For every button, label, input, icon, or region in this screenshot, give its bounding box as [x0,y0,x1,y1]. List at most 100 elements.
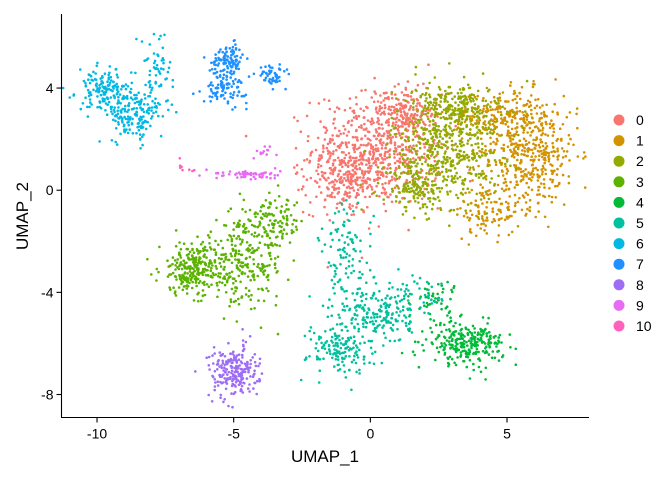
data-point [443,342,446,345]
data-point [473,115,476,119]
data-point [397,145,400,148]
data-point [506,208,510,212]
data-point [103,93,107,96]
data-point [324,330,327,333]
data-point [372,291,376,295]
data-point [499,121,503,125]
data-point [389,108,393,112]
data-point [115,73,119,76]
data-point [153,61,156,65]
data-point [447,357,450,361]
data-point [456,207,459,211]
data-point [390,105,394,108]
data-point [493,200,497,204]
data-point [410,113,413,116]
data-point [333,365,336,368]
data-point [239,242,242,246]
data-point [544,142,548,145]
data-point [207,355,211,359]
data-point [208,261,211,265]
data-point [153,105,157,109]
data-point [354,361,358,365]
data-point [103,72,107,75]
data-point [68,96,71,99]
data-point [119,102,122,105]
data-point [408,313,412,317]
data-point [378,315,382,318]
data-point [377,122,381,126]
data-point [462,150,466,154]
data-point [343,108,347,112]
data-point [567,142,570,145]
data-point [321,150,325,153]
data-point [422,122,426,126]
data-point [345,325,348,329]
data-point [138,117,141,121]
data-point [372,151,375,154]
data-point [344,376,348,379]
data-point [347,130,351,134]
data-point [115,85,118,89]
data-point [407,169,410,173]
data-point [158,84,161,88]
data-point [542,182,546,186]
data-point [92,70,95,74]
data-point [318,335,321,339]
data-point [194,256,198,260]
data-point [318,369,322,373]
data-point [452,324,455,328]
data-point [393,171,397,175]
data-point [260,267,264,271]
data-point [376,173,379,176]
data-point [224,258,227,261]
data-point [379,173,383,176]
data-point [475,97,478,101]
data-point [430,298,433,302]
data-point [344,143,348,147]
data-point [217,243,220,246]
data-point [513,149,516,153]
data-point [103,91,106,94]
data-point [457,103,460,107]
data-point [259,74,263,77]
data-point [494,108,497,111]
data-point [287,72,291,76]
data-point [491,151,495,155]
data-point [258,267,262,270]
data-point [459,353,463,357]
data-point [402,294,406,298]
data-point [479,198,483,201]
data-point [182,242,186,245]
data-point [352,346,355,350]
data-point [458,142,462,146]
data-point [372,214,376,218]
data-point [528,126,532,130]
data-point [245,101,248,105]
data-point [412,157,415,160]
data-point [140,40,144,43]
data-point [531,129,535,133]
data-point [369,143,373,146]
data-point [414,164,418,168]
data-point [543,215,547,219]
data-point [253,278,256,282]
data-point [383,112,387,116]
data-point [495,142,498,146]
data-point [431,103,435,107]
data-point [433,128,436,132]
data-point [482,196,486,200]
data-point [281,232,285,236]
data-point [547,194,551,198]
data-point [352,358,356,362]
data-point [217,257,221,260]
data-point [197,281,201,285]
data-point [177,267,181,271]
data-point [226,58,229,61]
data-point [245,241,249,244]
data-point [274,303,278,307]
data-point [320,227,324,230]
data-point [404,105,408,109]
data-point [501,156,505,160]
data-point [474,203,477,207]
